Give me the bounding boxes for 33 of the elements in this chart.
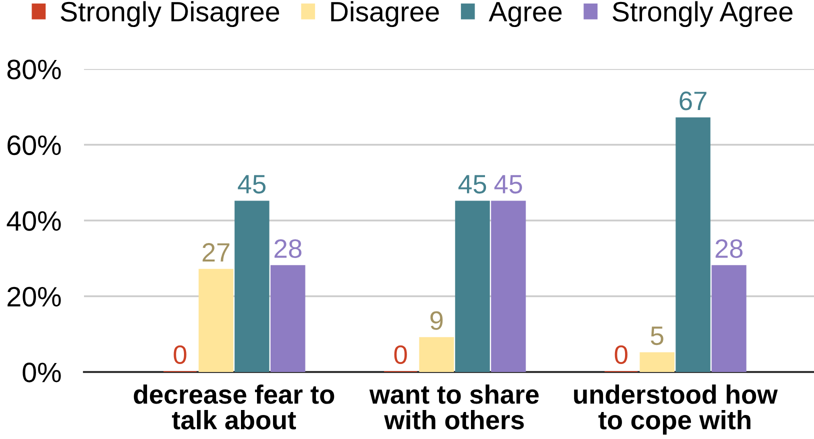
data-label: 45: [238, 175, 266, 194]
legend-label: Strongly Agree: [612, 1, 792, 28]
data-label: 45: [458, 175, 486, 194]
data-label: 9: [430, 311, 443, 330]
y-tick-label: 80%: [7, 60, 61, 80]
bar: [712, 265, 746, 372]
y-tick-label: 0%: [22, 362, 61, 382]
y-tick-label: 20%: [8, 286, 61, 307]
data-label: 28: [716, 239, 743, 258]
y-tick-label: 40%: [6, 211, 61, 231]
bar: [640, 352, 674, 372]
bar: [455, 200, 490, 372]
x-tick-label: want to share with others: [369, 384, 539, 430]
y-tick-label: 60%: [8, 135, 61, 156]
data-label: 0: [174, 345, 186, 364]
legend-label: Strongly Disagree: [60, 1, 280, 28]
x-tick-label: decrease fear to talk about: [134, 384, 334, 430]
data-label: 45: [494, 175, 522, 194]
data-label: 0: [394, 345, 407, 364]
bar: [676, 117, 710, 372]
data-label: 67: [680, 92, 706, 110]
data-label: 0: [614, 345, 628, 364]
bar: [419, 337, 454, 372]
bar: [198, 268, 234, 372]
bar: [270, 265, 306, 372]
bar: [234, 200, 270, 372]
x-tick-label: understood how to cope with: [574, 384, 778, 435]
bar: [491, 200, 526, 372]
data-label: 28: [274, 239, 302, 258]
data-label: 27: [202, 243, 230, 262]
legend-label: Disagree: [331, 1, 439, 28]
legend-label: Agree: [488, 2, 562, 28]
data-label: 5: [650, 326, 664, 346]
